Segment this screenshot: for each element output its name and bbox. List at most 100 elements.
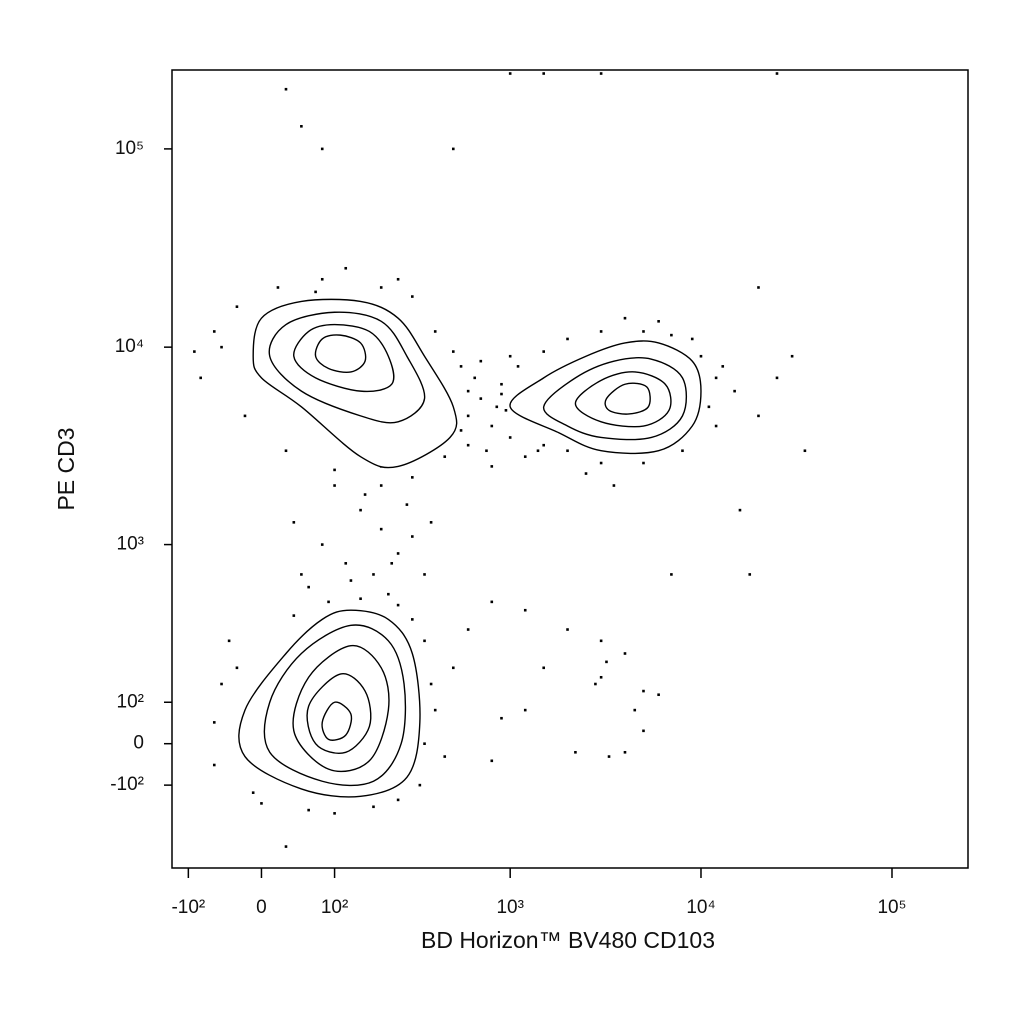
contour-line [238,609,421,798]
event-dot [495,405,499,409]
event-dot [429,682,433,686]
event-dot [566,628,569,631]
event-dot [396,603,400,607]
contour-line [542,357,688,441]
x-tick-label: 10² [321,897,348,918]
event-dot [212,763,216,767]
event-dot [803,449,807,453]
event-dot [411,476,414,479]
y-tick-label: -10² [110,774,144,795]
event-dot [227,639,231,643]
contour-line [574,371,672,428]
event-dot [300,125,303,128]
event-dot [284,449,288,453]
event-dot [372,573,375,576]
event-dot [466,414,470,418]
event-dot [396,552,400,555]
event-dot [235,666,239,670]
event-dot [443,755,447,758]
event-dot [670,573,673,576]
x-tick-label: 0 [256,897,267,918]
event-dot [466,389,470,393]
event-dot [379,286,383,289]
event-dot [396,798,400,802]
contour-line [252,298,458,469]
event-dot [451,350,455,353]
event-dot [642,330,645,333]
event-dot [523,708,527,712]
event-dot [423,639,426,643]
event-dot [566,449,569,453]
event-dot [542,443,545,447]
event-dot [333,812,336,815]
event-dot [670,333,673,337]
event-dot [607,755,611,758]
event-dot [433,330,437,333]
event-dot [320,147,324,151]
event-dot [542,666,545,670]
event-dot [566,337,569,341]
event-dot [536,449,540,453]
event-dot [284,845,288,848]
event-dot [220,682,223,686]
event-dot [199,376,202,380]
event-dot [775,376,779,380]
plot-frame [171,69,969,869]
contour-line [509,340,702,455]
event-dot [523,608,527,612]
event-dot [418,783,422,787]
event-dot [387,592,390,596]
event-dot [500,392,503,396]
event-dot [300,573,303,576]
event-dot [508,72,512,75]
event-dot [657,320,660,323]
event-dot [623,316,627,320]
event-dot [681,449,684,453]
x-axis-title: BD Horizon™ BV480 CD103 [421,927,715,953]
x-tick-label: 10⁴ [686,897,715,918]
event-dot [459,365,463,368]
event-dot [508,354,512,358]
event-dot [443,455,447,458]
event-dot [260,802,263,805]
event-dot [411,535,414,538]
event-dot [220,345,223,349]
event-dot [314,290,317,294]
y-axis-title: PE CD3 [53,427,79,510]
event-dot [479,397,483,400]
event-dot [320,543,324,546]
event-dot [466,628,470,631]
event-dot [363,493,367,496]
event-dot [612,484,616,487]
event-dot [757,286,760,289]
contour-line [293,323,395,393]
event-dot [599,675,603,679]
event-dot [235,305,239,308]
contour-line [268,311,426,424]
event-dot [707,405,711,409]
event-dot [423,573,426,576]
event-dot [307,585,310,589]
event-dot [485,449,488,453]
event-dot [508,436,512,439]
event-dot [657,693,660,697]
event-dot [523,455,527,458]
y-tick-label: 10² [117,691,144,712]
event-dot [284,87,288,91]
event-dot [504,409,508,412]
event-dot [775,72,779,75]
event-dot [379,484,383,487]
event-dot [599,330,603,333]
event-dot [411,618,414,621]
event-dot [243,414,247,418]
event-dot [396,277,400,281]
event-dot [738,508,742,512]
event-dot [690,337,694,341]
event-dot [490,600,494,604]
event-dot [714,376,718,380]
event-dot [757,414,760,418]
event-dot [307,808,310,812]
event-dot [642,461,645,465]
event-dot [699,354,703,358]
